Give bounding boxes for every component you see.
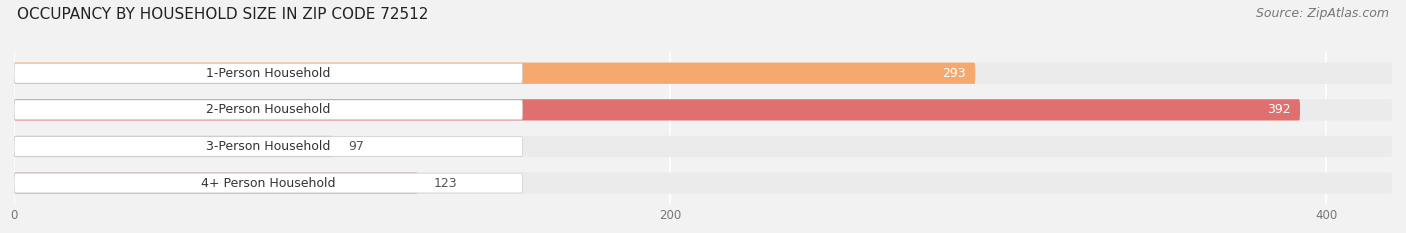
FancyBboxPatch shape xyxy=(14,137,523,156)
Text: 97: 97 xyxy=(349,140,364,153)
FancyBboxPatch shape xyxy=(14,100,523,120)
Text: 3-Person Household: 3-Person Household xyxy=(207,140,330,153)
Text: 392: 392 xyxy=(1267,103,1291,116)
FancyBboxPatch shape xyxy=(14,63,523,83)
FancyBboxPatch shape xyxy=(14,99,1301,120)
FancyBboxPatch shape xyxy=(14,99,1392,120)
FancyBboxPatch shape xyxy=(14,63,1392,84)
FancyBboxPatch shape xyxy=(14,136,332,157)
FancyBboxPatch shape xyxy=(14,172,418,194)
FancyBboxPatch shape xyxy=(14,172,1392,194)
Text: OCCUPANCY BY HOUSEHOLD SIZE IN ZIP CODE 72512: OCCUPANCY BY HOUSEHOLD SIZE IN ZIP CODE … xyxy=(17,7,429,22)
Text: 4+ Person Household: 4+ Person Household xyxy=(201,177,336,190)
Text: Source: ZipAtlas.com: Source: ZipAtlas.com xyxy=(1256,7,1389,20)
Text: 123: 123 xyxy=(434,177,457,190)
Text: 2-Person Household: 2-Person Household xyxy=(207,103,330,116)
FancyBboxPatch shape xyxy=(14,173,523,193)
Text: 1-Person Household: 1-Person Household xyxy=(207,67,330,80)
FancyBboxPatch shape xyxy=(14,63,976,84)
Text: 293: 293 xyxy=(942,67,966,80)
FancyBboxPatch shape xyxy=(14,136,1392,157)
